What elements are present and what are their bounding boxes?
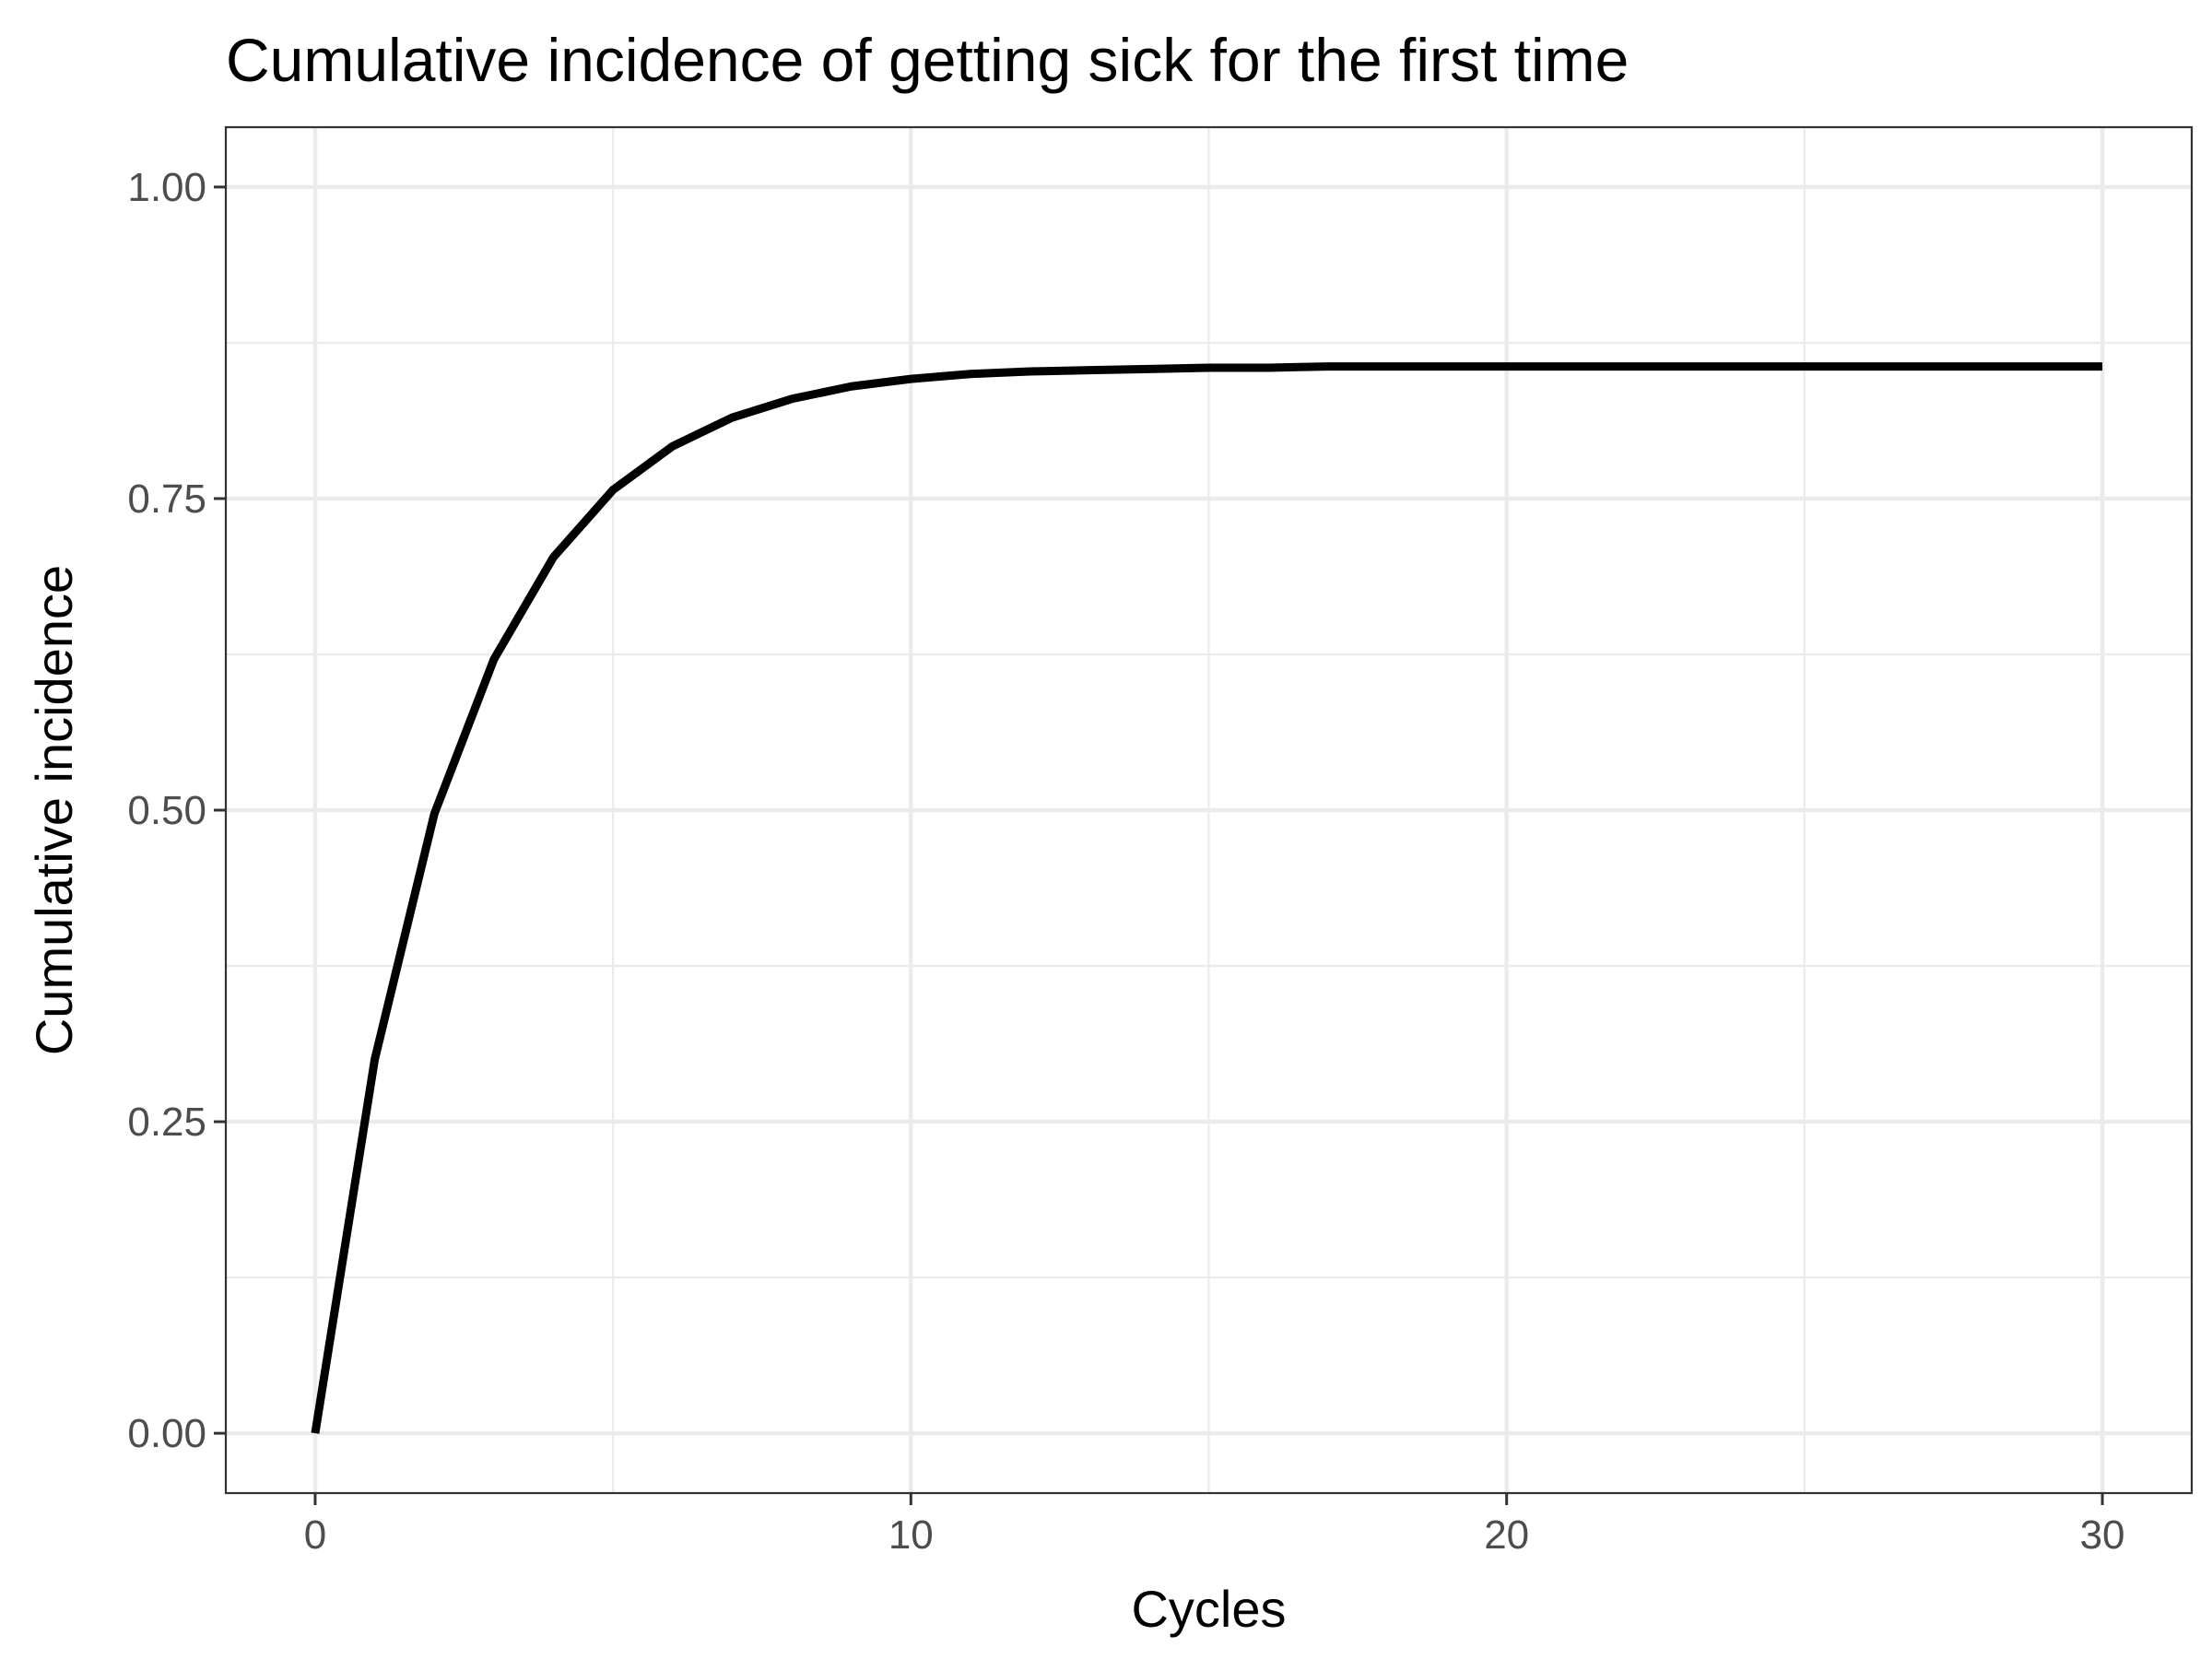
y-tick-label: 0.25	[127, 1100, 206, 1145]
x-axis-title: Cycles	[1131, 1580, 1286, 1638]
x-tick-label: 20	[1484, 1512, 1529, 1558]
chart-title: Cumulative incidence of getting sick for…	[226, 26, 1629, 94]
series-line	[311, 362, 2103, 1434]
y-tick-label: 1.00	[127, 165, 206, 210]
y-tick-label: 0.75	[127, 477, 206, 522]
gridlines	[226, 127, 2192, 1493]
x-tick-label: 30	[2080, 1512, 2125, 1558]
axes: 0.00 0.25 0.50 0.75 1.00 0 10 20 30	[127, 165, 2124, 1558]
y-tick-label: 0.00	[127, 1411, 206, 1456]
y-axis-title: Cumulative incidence	[25, 565, 83, 1055]
x-tick-label: 0	[304, 1512, 326, 1558]
y-tick-label: 0.50	[127, 788, 206, 833]
series-layer	[311, 362, 2103, 1434]
x-tick-label: 10	[888, 1512, 934, 1558]
